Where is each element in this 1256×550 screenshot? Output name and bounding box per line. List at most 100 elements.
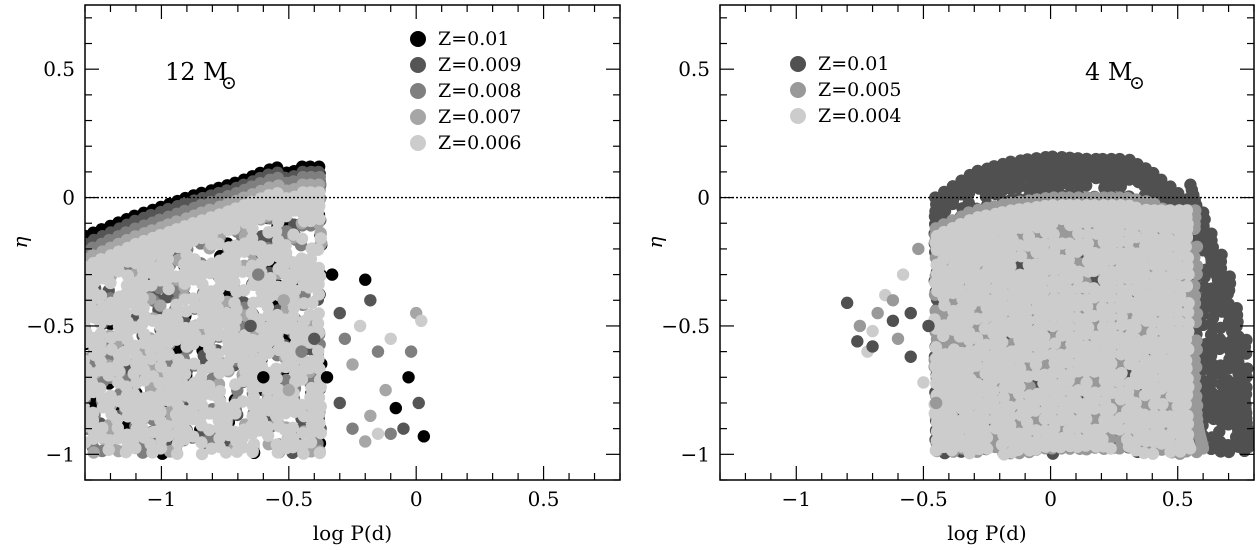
x-tick-label: −1 — [782, 487, 811, 511]
data-point — [1029, 358, 1043, 371]
data-point — [1079, 327, 1092, 341]
y-tick-label: −0.5 — [661, 314, 710, 338]
legend-label: Z=0.005 — [818, 79, 902, 101]
data-point — [1045, 254, 1059, 267]
data-point — [1029, 443, 1042, 456]
data-point — [1155, 428, 1168, 441]
data-point — [312, 408, 325, 421]
data-point — [1037, 284, 1050, 298]
data-point — [1146, 305, 1160, 319]
data-point — [1038, 386, 1052, 399]
data-point — [1130, 284, 1143, 298]
legend-marker — [790, 56, 806, 72]
data-point — [161, 419, 174, 433]
data-point — [938, 299, 951, 312]
data-point — [195, 399, 209, 412]
legend-label: Z=0.007 — [438, 106, 522, 128]
data-point — [1180, 279, 1194, 293]
x-tick-label: −0.5 — [899, 487, 948, 511]
y-tick-label: 0.5 — [43, 57, 75, 81]
data-point — [1147, 362, 1160, 376]
data-point — [371, 345, 385, 358]
data-point — [1063, 178, 1076, 192]
data-point — [269, 225, 283, 238]
data-point — [1163, 239, 1177, 253]
data-point — [1087, 264, 1101, 277]
data-point — [104, 276, 117, 290]
data-point — [203, 333, 216, 346]
data-point — [119, 445, 133, 459]
data-point — [346, 358, 359, 371]
data-point — [1004, 409, 1017, 423]
series-z-0-004 — [928, 199, 1197, 461]
data-point — [1129, 218, 1142, 232]
y-tick-label: 0 — [62, 186, 75, 210]
data-point — [313, 417, 326, 430]
data-point — [262, 336, 275, 349]
data-point — [929, 341, 943, 354]
data-point — [1104, 181, 1118, 194]
data-point — [970, 256, 983, 270]
data-point — [1121, 422, 1135, 435]
data-point — [1062, 320, 1076, 333]
data-point — [287, 310, 300, 323]
data-point — [1080, 376, 1093, 389]
data-point — [178, 367, 192, 381]
y-tick-label: −1 — [681, 442, 710, 466]
data-point — [970, 267, 983, 281]
data-point — [212, 329, 225, 342]
legend-marker — [790, 108, 806, 124]
data-point — [1222, 445, 1236, 459]
x-tick-label: 0.5 — [1162, 487, 1194, 511]
data-point — [128, 339, 141, 353]
data-point — [996, 325, 1010, 339]
data-point — [253, 211, 267, 225]
data-point — [1029, 404, 1042, 417]
data-point — [279, 406, 292, 420]
data-point — [1172, 314, 1185, 328]
data-point — [995, 252, 1009, 265]
data-point — [1104, 310, 1117, 323]
data-point — [236, 265, 250, 278]
data-point — [338, 332, 352, 345]
data-point — [282, 383, 296, 397]
data-point — [287, 432, 300, 445]
data-point — [417, 430, 431, 443]
data-point — [187, 337, 200, 351]
data-point — [1138, 388, 1152, 402]
legend-marker — [410, 109, 426, 125]
data-point — [1146, 333, 1159, 346]
data-point — [154, 405, 167, 419]
data-point — [1071, 299, 1084, 313]
data-point — [236, 441, 250, 454]
data-point — [286, 440, 300, 454]
data-point — [1162, 251, 1176, 264]
data-point — [866, 340, 879, 353]
data-point — [270, 372, 283, 385]
data-point — [1196, 442, 1210, 455]
data-point — [936, 329, 950, 343]
data-point — [980, 301, 993, 314]
data-point — [904, 306, 917, 320]
data-point — [384, 427, 397, 440]
data-point — [1164, 445, 1177, 458]
data-point — [295, 398, 309, 412]
data-point — [1080, 300, 1094, 314]
data-point — [1129, 321, 1142, 335]
data-point — [987, 384, 1000, 398]
data-point — [980, 442, 994, 455]
data-point — [980, 431, 994, 444]
data-point — [1047, 281, 1060, 294]
data-point — [995, 438, 1009, 451]
data-point — [202, 423, 216, 437]
data-point — [212, 357, 226, 371]
data-point — [997, 391, 1010, 404]
data-point — [979, 274, 992, 287]
data-point — [94, 317, 107, 330]
data-point — [970, 359, 983, 372]
data-point — [1030, 178, 1043, 192]
data-point — [1163, 435, 1176, 449]
data-point — [262, 346, 275, 359]
data-point — [236, 395, 249, 408]
data-point — [1022, 340, 1035, 354]
